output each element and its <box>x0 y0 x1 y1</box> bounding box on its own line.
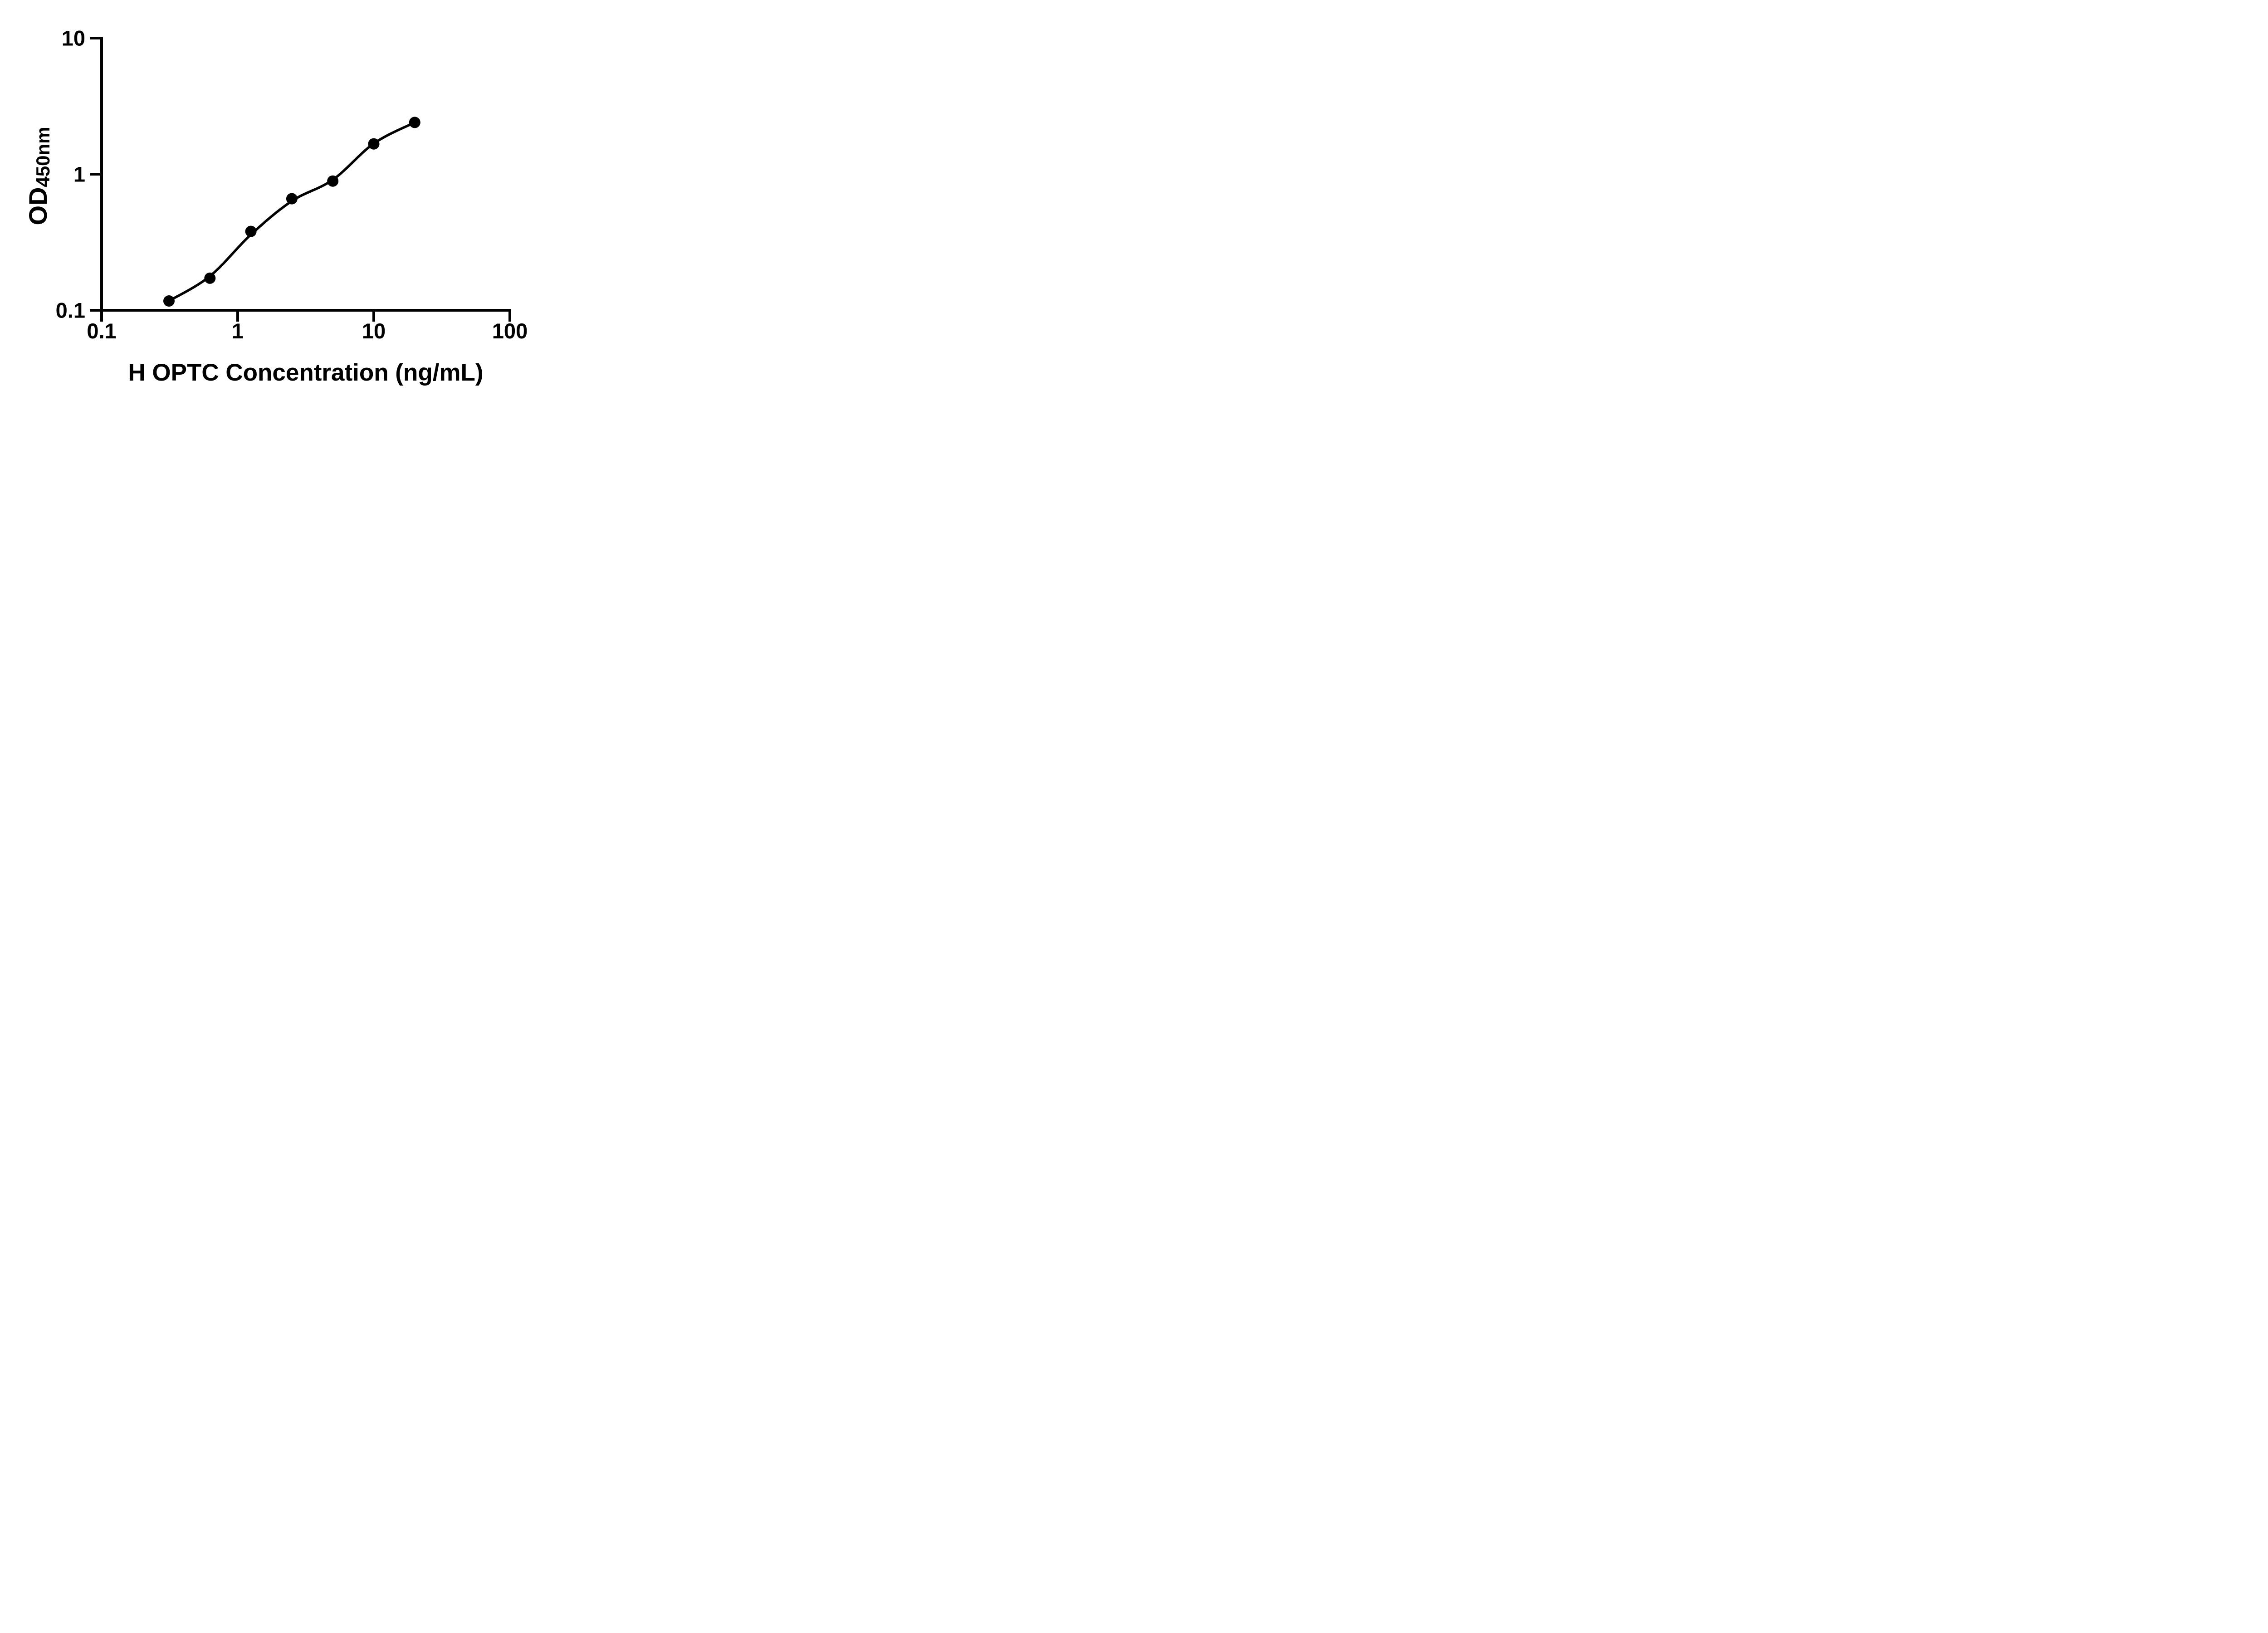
data-point <box>286 193 298 205</box>
x-axis-title: H OPTC Concentration (ng/mL) <box>128 359 484 386</box>
y-tick-label-1: 1 <box>73 162 85 186</box>
data-point <box>204 272 216 284</box>
data-point <box>245 225 257 237</box>
data-point <box>368 138 380 150</box>
data-point <box>327 175 339 187</box>
fit-curve <box>168 121 415 302</box>
data-point <box>163 295 175 307</box>
x-tick-label-100: 100 <box>492 319 528 343</box>
x-tick-label-10: 10 <box>362 319 386 343</box>
y-tick-label-0-1: 0.1 <box>55 298 85 323</box>
plot-area <box>90 37 511 322</box>
data-point <box>409 117 420 128</box>
x-tick-label-1: 1 <box>231 319 244 343</box>
y-axis-title: OD450nm <box>24 127 54 225</box>
y-axis-title-main: OD <box>24 187 52 225</box>
x-tick-label-0-1: 0.1 <box>87 319 117 343</box>
y-tick-label-10: 10 <box>61 26 85 50</box>
y-axis-title-subscript: 450nm <box>32 127 54 187</box>
elisa-standard-curve-figure: 10 1 0.1 0.1 1 10 100 H OPTC Concentrati… <box>0 0 572 408</box>
